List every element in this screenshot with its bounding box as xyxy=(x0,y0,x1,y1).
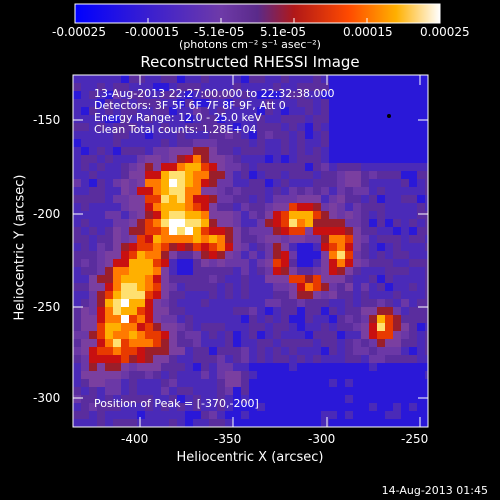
x-tick-label: -400 xyxy=(121,432,149,446)
x-tick-label: -350 xyxy=(214,432,242,446)
colorbar xyxy=(74,3,441,24)
x-axis-ticks xyxy=(139,75,421,427)
x-axis-label: Heliocentric X (arcsec) xyxy=(176,450,324,465)
solar-map xyxy=(73,75,428,427)
colorbar-unit-label: (photons cm⁻² s⁻¹ asec⁻²) xyxy=(179,38,321,51)
peak-marker xyxy=(387,114,391,118)
info-clean-counts: Clean Total counts: 1.28E+04 xyxy=(94,123,257,136)
y-tick-label: -300 xyxy=(33,391,61,405)
colorbar-tick-label: 5.1e-05 xyxy=(260,25,307,39)
info-detectors: Detectors: 3F 5F 6F 7F 8F 9F, Att 0 xyxy=(94,99,286,112)
colorbar-tick-label: -0.00015 xyxy=(125,25,179,39)
y-tick-label: -200 xyxy=(33,207,61,221)
x-tick-label: -300 xyxy=(308,432,336,446)
colorbar-tick-label: -5.1e-05 xyxy=(194,25,245,39)
colorbar-tick-label: -0.00025 xyxy=(52,25,106,39)
y-tick-label: -150 xyxy=(33,113,61,127)
colorbar-tick-label: 0.00025 xyxy=(420,25,470,39)
footer-date: 14-Aug-2013 01:45 xyxy=(381,484,488,497)
info-energy-range: Energy Range: 12.0 - 25.0 keV xyxy=(94,111,262,124)
y-axis-label: Heliocentric Y (arcsec) xyxy=(12,174,28,321)
y-axis-ticks xyxy=(73,119,428,399)
y-tick-label: -250 xyxy=(33,300,61,314)
colorbar-tick-label: 0.00015 xyxy=(343,25,393,39)
info-time-range: 13-Aug-2013 22:27:00.000 to 22:32:38.000 xyxy=(94,87,335,100)
plot-frame xyxy=(72,74,429,428)
x-tick-label: -250 xyxy=(401,432,429,446)
colorbar-ticks xyxy=(74,18,441,23)
plot-title: Reconstructed RHESSI Image xyxy=(140,53,360,71)
peak-position-label: Position of Peak = [-370,-200] xyxy=(94,397,259,410)
